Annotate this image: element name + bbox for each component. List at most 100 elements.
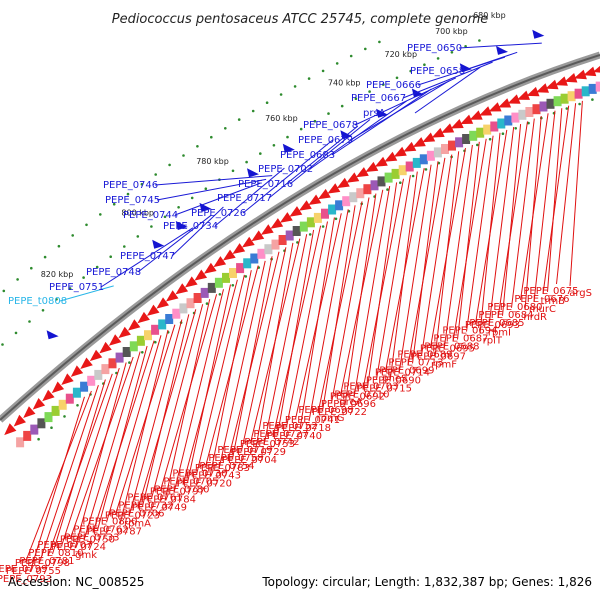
cog-color-block xyxy=(72,387,81,398)
reverse-gene-arrow xyxy=(564,73,578,83)
reverse-gene-label: rpmI xyxy=(488,328,511,339)
cog-color-block xyxy=(384,172,393,183)
forward-gene-label: PEPE_0716 xyxy=(238,179,293,190)
map-title: Pediococcus pentosaceus ATCC 25745, comp… xyxy=(112,12,489,27)
reverse-leader-line xyxy=(443,144,473,350)
cog-color-block xyxy=(476,127,485,138)
reverse-gene-arrow xyxy=(507,94,521,104)
tick-dot xyxy=(424,168,428,171)
forward-leader-line xyxy=(100,227,194,288)
tick-dot xyxy=(50,426,53,430)
kbp-tick-labels: 680 kbp 700 kbp 720 kbp 740 kbp 760 kbp 780 k… xyxy=(41,11,506,279)
reverse-gene-arrow xyxy=(23,406,36,418)
cog-color-block xyxy=(16,437,25,448)
forward-gene-arrow xyxy=(496,45,508,55)
forward-gene-label: PEPE_0678 xyxy=(303,120,358,131)
reverse-gene-arrow xyxy=(108,334,122,346)
tick-dot xyxy=(140,182,144,186)
tick-dot xyxy=(57,244,61,248)
reverse-gene-arrow xyxy=(4,423,17,436)
reverse-gene-arrow xyxy=(374,156,388,167)
tick-dot xyxy=(218,293,222,296)
forward-gene-arrow xyxy=(247,168,259,178)
tick-dot xyxy=(514,127,517,130)
forward-leader-line xyxy=(242,139,334,214)
cog-color-block xyxy=(433,147,442,158)
reverse-gene-label: PEPE_0793 xyxy=(0,574,52,585)
reverse-leader-line xyxy=(376,175,411,380)
tick-dot xyxy=(436,57,440,60)
tick-dot xyxy=(488,137,492,141)
tick-dot xyxy=(340,104,344,108)
reverse-gene-label: PEPE_0733 xyxy=(64,532,119,543)
cog-color-block xyxy=(58,399,67,410)
reverse-gene-arrow xyxy=(536,83,549,93)
reverse-gene-arrow xyxy=(51,381,65,394)
reverse-gene-arrow xyxy=(573,69,587,80)
forward-gene-arrow xyxy=(175,221,188,230)
reverse-gene-label: PEPE_0694 xyxy=(442,326,497,337)
cog-color-block xyxy=(179,303,188,314)
reverse-gene-arrow xyxy=(156,297,169,309)
reverse-gene-label: PEPE_0723 xyxy=(105,510,160,521)
reverse-leader-line xyxy=(128,319,183,517)
reverse-gene-arrow xyxy=(336,177,350,189)
tick-dot xyxy=(128,361,131,364)
forward-gene-arrow xyxy=(152,239,165,249)
forward-gene-label: PEPE_0747 xyxy=(120,251,175,262)
reverse-gene-arrow xyxy=(317,188,331,200)
reverse-gene-arrow xyxy=(165,290,179,302)
forward-leader-line xyxy=(402,61,493,99)
reverse-leader-line xyxy=(115,324,176,515)
reverse-leader-line xyxy=(299,217,335,430)
tick-dot xyxy=(265,101,269,104)
cog-color-block xyxy=(328,204,337,215)
reverse-gene-label: PEPE_0688 xyxy=(424,342,479,353)
reverse-gene-label: nrdR xyxy=(523,312,547,323)
tick-dot xyxy=(43,255,47,259)
tick-dot xyxy=(41,309,45,312)
cog-color-block xyxy=(462,134,471,144)
reverse-gene-label: PEPE_0742 xyxy=(244,437,299,448)
kbp-tick-label: 780 kbp xyxy=(196,157,229,166)
cog-color-block xyxy=(271,239,280,250)
cog-color-block xyxy=(158,319,167,330)
cog-color-block xyxy=(172,308,181,319)
cog-color-block xyxy=(518,109,527,120)
genome-backbone-core xyxy=(0,54,600,421)
reverse-leader-line xyxy=(232,256,273,459)
reverse-gene-label: PEPE_0722 xyxy=(312,407,367,418)
reverse-gene-label: pheS xyxy=(382,373,407,384)
cog-color-block xyxy=(243,258,252,269)
reverse-gene-label: PEPE_0692 xyxy=(330,391,385,402)
cog-color-block xyxy=(490,121,499,132)
cog-color-block xyxy=(129,341,138,352)
reverse-leader-line xyxy=(389,171,418,382)
reverse-gene-arrow xyxy=(61,373,74,385)
reverse-gene-label: rpmG xyxy=(317,413,345,424)
reverse-leader-line xyxy=(209,270,252,477)
reverse-leader-line xyxy=(479,132,501,334)
tick-dot xyxy=(95,265,99,269)
reverse-gene-arrow xyxy=(70,365,84,377)
reverse-gene-label: PEPE_0755 xyxy=(6,566,61,577)
tick-dot xyxy=(411,174,415,178)
reverse-gene-label: PEPE_0743 xyxy=(186,471,241,482)
forward-gene-label: PEPE_0745 xyxy=(105,195,160,206)
tick-dot xyxy=(395,76,399,80)
forward-gene-label: PEPE_0748 xyxy=(86,267,141,278)
tick-dot xyxy=(313,119,317,123)
tick-dot xyxy=(168,163,171,167)
reverse-gene-label: PEPE_0720 xyxy=(177,479,232,490)
forward-gene-arrow xyxy=(282,143,295,153)
reverse-leader-line xyxy=(196,274,245,475)
reverse-leader-line xyxy=(502,124,522,316)
cog-color-block xyxy=(200,287,209,298)
reverse-gene-label: rpmA xyxy=(124,518,151,529)
reverse-gene-arrow xyxy=(545,79,559,90)
reverse-leader-line xyxy=(407,157,446,366)
reverse-gene-arrow xyxy=(213,256,227,268)
reverse-leader-line xyxy=(151,304,204,499)
forward-gene-label: PEPE_0746 xyxy=(103,180,158,191)
